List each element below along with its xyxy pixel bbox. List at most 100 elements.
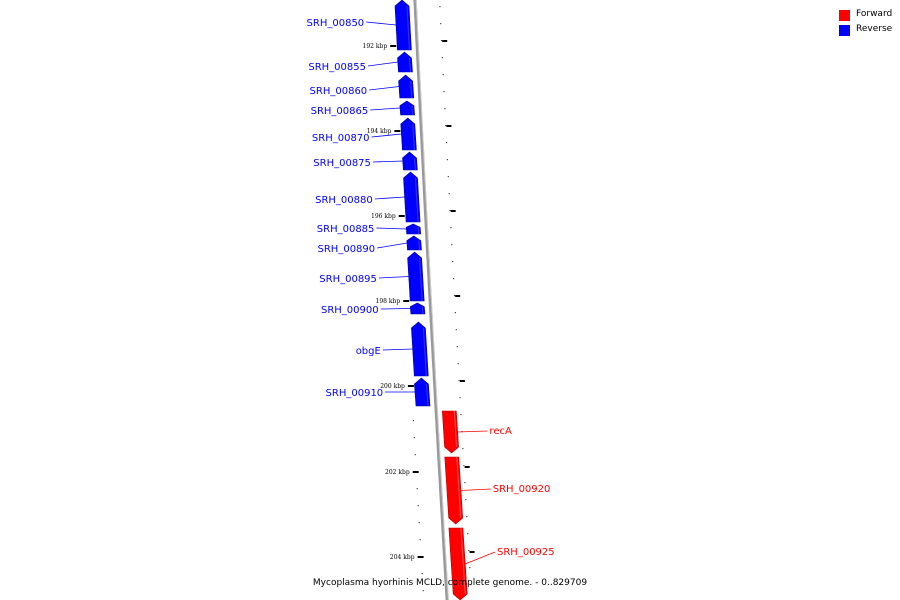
gene-arrow-shading — [410, 80, 413, 99]
gene-arrow-srh-00900[interactable] — [409, 302, 426, 315]
gene-arrow-srh-00875[interactable] — [402, 151, 418, 171]
legend-reverse: Reverse — [839, 24, 900, 37]
gene-arrow-shading — [413, 157, 416, 171]
tick-label: 196 kbp — [371, 213, 396, 220]
gene-arrow-srh-00855[interactable] — [397, 51, 413, 73]
gene-arrow-shading — [422, 327, 427, 377]
gene-arrow-shading — [418, 240, 421, 251]
minor-tick — [444, 108, 446, 110]
major-tick-outer — [455, 295, 461, 297]
minor-tick — [460, 414, 462, 416]
gene-arrow-srh-00885[interactable] — [405, 223, 422, 235]
gene-leader-line — [378, 276, 409, 279]
major-tick-outer — [450, 210, 456, 212]
minor-tick — [469, 567, 471, 569]
gene-leader-line — [376, 227, 407, 230]
gene-arrow-shading — [421, 306, 424, 315]
tick-label: 198 kbp — [376, 298, 401, 305]
gene-track — [394, 0, 468, 600]
gene-arrow-srh-00865[interactable] — [399, 100, 415, 116]
tick-label: 204 kbp — [390, 554, 415, 561]
minor-tick — [456, 346, 458, 348]
minor-tick — [466, 516, 468, 518]
minor-tick — [467, 533, 469, 535]
minor-tick — [453, 278, 455, 280]
minor-tick — [443, 91, 445, 93]
gene-label[interactable]: SRH_00890 — [318, 244, 376, 255]
gene-label[interactable]: recA — [489, 426, 512, 437]
major-tick-outer — [442, 40, 448, 42]
legend-forward: Forward — [839, 9, 900, 22]
gene-label[interactable]: SRH_00910 — [326, 388, 384, 399]
minor-tick — [463, 465, 465, 467]
minor-tick — [417, 505, 419, 507]
gene-label[interactable]: SRH_00850 — [307, 18, 365, 29]
gene-leader-line — [367, 61, 399, 67]
major-ticks: 192 kbp 194 kbp 196 kbp 198 kbp 200 kbp 202 k… — [363, 40, 475, 561]
gene-label[interactable]: SRH_00875 — [313, 158, 371, 169]
major-tick-outer — [464, 466, 470, 468]
gene-label[interactable]: SRH_00865 — [311, 106, 369, 117]
major-tick-inner — [412, 471, 419, 473]
gene-label[interactable]: SRH_00885 — [317, 224, 375, 235]
gene-arrow-shading — [460, 527, 466, 595]
gene-leader-line — [374, 196, 405, 200]
minor-tick — [422, 590, 424, 592]
minor-tick — [446, 159, 448, 161]
major-tick-inner — [407, 385, 414, 387]
minor-tick — [459, 397, 461, 399]
gene-arrow-shading — [412, 123, 415, 151]
tick-label: 192 kbp — [363, 43, 388, 50]
gene-label[interactable]: SRH_00860 — [310, 86, 368, 97]
gene-label[interactable]: SRH_00925 — [497, 547, 555, 558]
minor-tick — [440, 23, 442, 25]
major-tick-inner — [417, 556, 424, 558]
gene-label[interactable]: SRH_00920 — [493, 484, 551, 495]
gene-label[interactable]: SRH_00900 — [321, 305, 379, 316]
minor-tick — [462, 448, 464, 450]
major-tick-inner — [390, 45, 397, 47]
gene-labels: SRH_00850 SRH_00855 SRH_00860 SRH_00865 SRH_… — [307, 18, 555, 565]
backbone-line — [413, 0, 449, 600]
legend-forward-swatch — [839, 10, 850, 21]
minor-tick — [449, 210, 451, 212]
gene-arrow-shading — [425, 383, 429, 407]
minor-tick — [448, 193, 450, 195]
gene-leader-line — [369, 86, 400, 91]
gene-leader-line — [457, 430, 488, 433]
gene-arrow-shading — [456, 456, 462, 519]
gene-leader-line — [382, 348, 413, 351]
gene-label[interactable]: SRH_00880 — [315, 195, 373, 206]
minor-tick — [441, 57, 443, 59]
gene-arrow-shading — [408, 57, 412, 73]
minor-tick — [468, 550, 470, 552]
gene-label[interactable]: SRH_00870 — [312, 133, 370, 144]
gene-leader-line — [377, 242, 408, 249]
minor-tick — [454, 312, 456, 314]
minor-tick — [442, 74, 444, 76]
gene-leader-line — [372, 160, 403, 163]
minor-tick — [418, 522, 420, 524]
gene-leader-line — [370, 107, 401, 111]
gene-arrow-srh-00860[interactable] — [398, 74, 415, 99]
minor-tick — [464, 482, 466, 484]
gene-label[interactable]: SRH_00895 — [319, 274, 377, 285]
legend-forward-label: Forward — [856, 9, 893, 19]
minor-tick — [470, 584, 472, 586]
gene-label[interactable]: SRH_00855 — [308, 62, 366, 73]
gene-arrow-shading — [453, 410, 458, 448]
gene-label[interactable]: obgE — [356, 346, 381, 357]
minor-tick — [447, 176, 449, 178]
minor-tick — [455, 329, 457, 331]
major-tick-inner — [394, 130, 401, 132]
major-tick-inner — [403, 300, 410, 302]
minor-tick — [439, 6, 441, 8]
gene-arrow-shading — [411, 105, 414, 116]
backbone-highlight — [415, 0, 449, 600]
minor-tick — [445, 125, 447, 127]
tick-label: 202 kbp — [385, 469, 410, 476]
gene-arrow-srh-00890[interactable] — [406, 235, 422, 251]
minor-tick — [416, 488, 418, 490]
gene-leader-line — [464, 551, 496, 565]
gene-arrow-shading — [419, 257, 423, 302]
